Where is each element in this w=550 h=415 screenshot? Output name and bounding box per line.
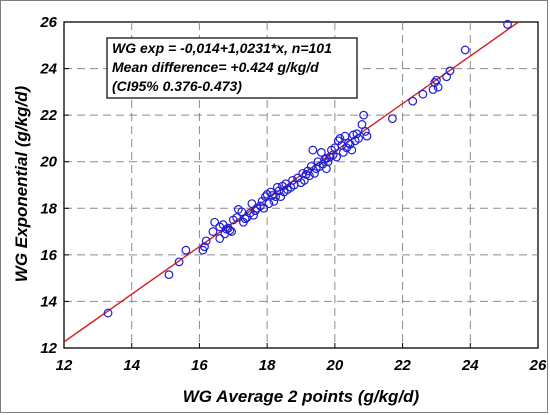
data-point [261, 192, 270, 202]
data-point [210, 217, 220, 227]
data-point [340, 131, 350, 141]
data-point [201, 236, 211, 246]
data-point [310, 168, 319, 178]
data-point [259, 203, 269, 213]
data-point [232, 213, 242, 223]
data-point [225, 226, 235, 235]
data-point [247, 199, 257, 209]
x-axis-title: WG Average 2 points (g/kg/d) [183, 387, 420, 406]
data-point [349, 130, 358, 140]
plot-area-border [63, 21, 539, 349]
data-point [433, 82, 443, 92]
data-point [503, 19, 512, 29]
y-tick-label: 26 [39, 14, 57, 31]
data-point [269, 196, 279, 206]
annotation-line-1: WG exp = -0,014+1,0231*x, n=101 [112, 40, 332, 56]
data-point [264, 199, 274, 209]
data-point [281, 179, 291, 189]
annotation-line-2: Mean difference= +0.424 g/kg/d [112, 59, 319, 75]
data-point [240, 214, 250, 224]
data-point [362, 131, 372, 141]
y-tick-label: 16 [40, 247, 57, 264]
data-point [103, 308, 113, 318]
x-tick-label: 16 [191, 357, 208, 374]
data-point [359, 110, 369, 120]
x-axis-ticks: 12 14 16 18 20 22 24 26 [56, 343, 547, 374]
data-point [418, 89, 428, 99]
data-point [357, 120, 367, 129]
data-point [250, 206, 260, 216]
y-axis-title: WG Exponential (g/kg/d) [12, 85, 31, 282]
y-tick-label: 20 [39, 154, 57, 171]
data-point [332, 152, 341, 162]
data-point [408, 96, 418, 106]
annotation-line-3: (CI95% 0.376-0.473) [112, 78, 242, 94]
y-tick-label: 12 [40, 340, 57, 357]
x-tick-label: 14 [123, 357, 140, 374]
data-point [181, 245, 191, 255]
x-tick-label: 12 [56, 357, 73, 374]
data-point [200, 242, 209, 252]
data-point [174, 257, 184, 267]
data-point [215, 234, 225, 243]
data-point [267, 191, 277, 200]
x-tick-label: 18 [259, 357, 276, 374]
data-point [388, 114, 397, 124]
data-point [460, 45, 470, 55]
data-point [208, 227, 218, 236]
y-tick-label: 22 [39, 107, 57, 124]
data-point [223, 223, 233, 233]
x-tick-label: 20 [326, 357, 344, 374]
data-point [360, 127, 370, 136]
y-tick-label: 14 [40, 293, 57, 310]
data-point [249, 210, 259, 220]
data-point [237, 207, 247, 217]
data-point [301, 170, 311, 179]
data-points [103, 19, 512, 318]
data-point [347, 145, 357, 155]
data-point [316, 147, 326, 157]
data-point [299, 175, 309, 185]
x-tick-label: 24 [461, 357, 479, 374]
data-point [321, 153, 331, 163]
data-point [274, 186, 284, 196]
y-tick-label: 24 [39, 61, 57, 78]
data-point [164, 270, 174, 280]
x-tick-label: 26 [529, 357, 547, 374]
x-tick-label: 22 [393, 357, 411, 374]
y-axis-ticks: 12 14 16 18 20 22 24 26 [39, 14, 69, 357]
annotation-box [106, 37, 358, 99]
y-tick-label: 18 [40, 200, 57, 217]
data-point [345, 139, 355, 149]
data-point [288, 175, 297, 185]
data-point [306, 161, 316, 171]
data-point [445, 66, 455, 76]
data-point [308, 145, 318, 155]
